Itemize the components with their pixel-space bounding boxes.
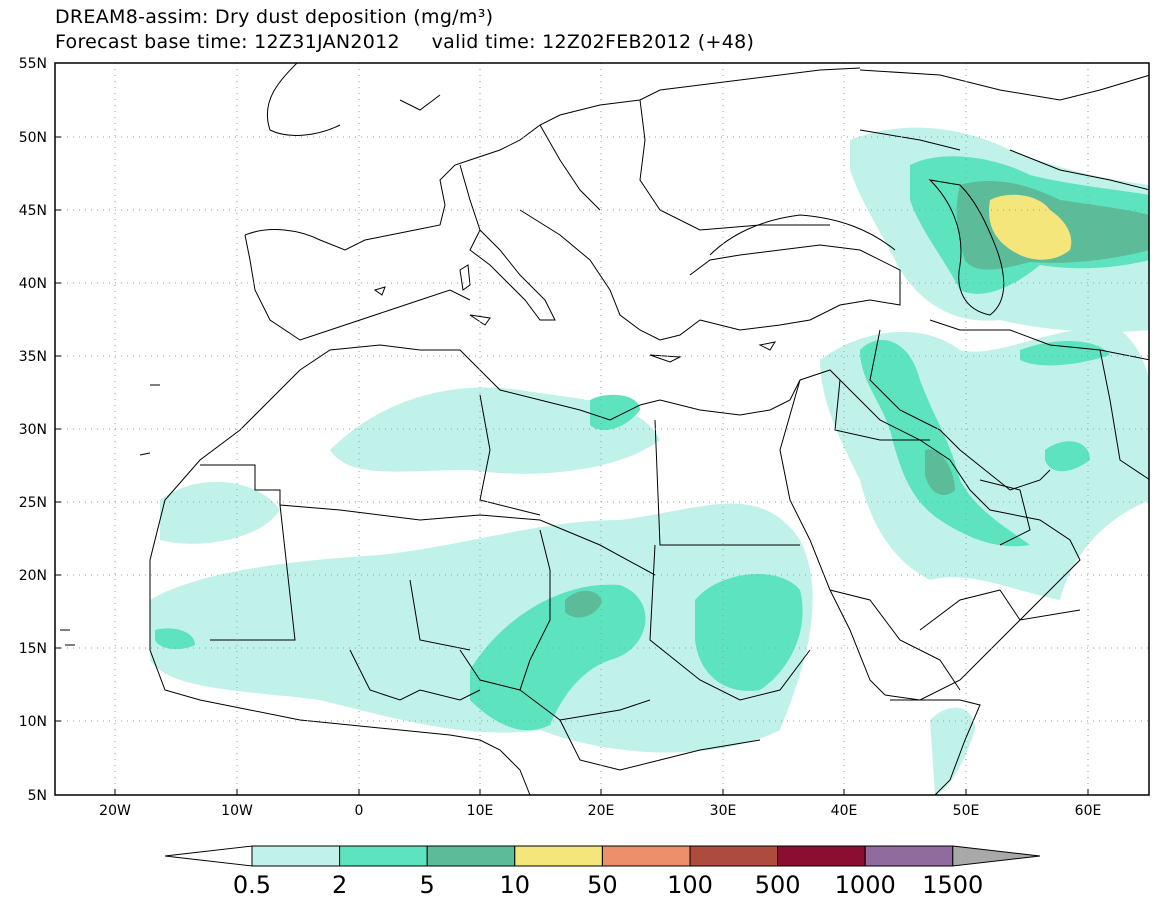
lat-label: 15N — [19, 641, 47, 657]
map-plot-area — [55, 63, 1149, 795]
colorbar-segment — [689, 845, 779, 867]
colorbar-segment — [339, 845, 428, 867]
colorbar-label: 1000 — [835, 871, 896, 899]
lon-label: 20E — [588, 803, 615, 819]
colorbar-label: 100 — [667, 871, 713, 899]
colorbar-segment — [864, 845, 954, 867]
longitude-labels: 20W 10W 0 10E 20E 30E 40E 50E 60E — [99, 803, 1101, 819]
map-grid — [55, 63, 1149, 795]
colorbar-label: 5 — [420, 871, 435, 899]
forecast-times: Forecast base time: 12Z31JAN2012 valid t… — [55, 31, 755, 53]
colorbar-label: 0.5 — [233, 871, 271, 899]
lat-label: 5N — [28, 788, 47, 804]
coastlines-and-borders — [60, 63, 1149, 795]
colorbar-label: 1500 — [922, 871, 983, 899]
colorbar-label: 500 — [755, 871, 801, 899]
lat-label: 55N — [19, 56, 47, 72]
lat-label: 20N — [19, 568, 47, 584]
lon-label: 0 — [355, 803, 364, 819]
colorbar-segment — [601, 845, 691, 867]
colorbar-label: 10 — [500, 871, 531, 899]
lat-label: 10N — [19, 714, 47, 730]
lon-label: 30E — [710, 803, 737, 819]
dust-level-10-50 — [989, 194, 1072, 260]
colorbar-label: 2 — [332, 871, 347, 899]
colorbar-segment — [777, 845, 866, 867]
colorbar-segment — [426, 845, 516, 867]
lon-label: 60E — [1075, 803, 1102, 819]
lat-label: 25N — [19, 495, 47, 511]
lat-label: 45N — [19, 203, 47, 219]
lat-label: 35N — [19, 349, 47, 365]
lat-label: 50N — [19, 130, 47, 146]
lon-label: 40E — [831, 803, 858, 819]
colorbar: 0.5 2 5 10 50 100 500 1000 1500 — [164, 845, 1041, 899]
colorbar-underflow-triangle — [164, 845, 253, 867]
lat-label: 40N — [19, 276, 47, 292]
colorbar-overflow-triangle — [952, 845, 1041, 867]
axis-ticks — [55, 136, 1089, 795]
colorbar-segment — [251, 845, 341, 867]
lon-label: 50E — [953, 803, 980, 819]
colorbar-label: 50 — [587, 871, 618, 899]
chart-title: DREAM8-assim: Dry dust deposition (mg/m³… — [55, 6, 494, 28]
lon-label: 20W — [99, 803, 131, 819]
lon-label: 10E — [467, 803, 494, 819]
lon-label: 10W — [221, 803, 253, 819]
lat-label: 30N — [19, 422, 47, 438]
latitude-labels: 55N 50N 45N 40N 35N 30N 25N 20N 15N 10N … — [19, 56, 47, 804]
colorbar-segment — [514, 845, 603, 867]
